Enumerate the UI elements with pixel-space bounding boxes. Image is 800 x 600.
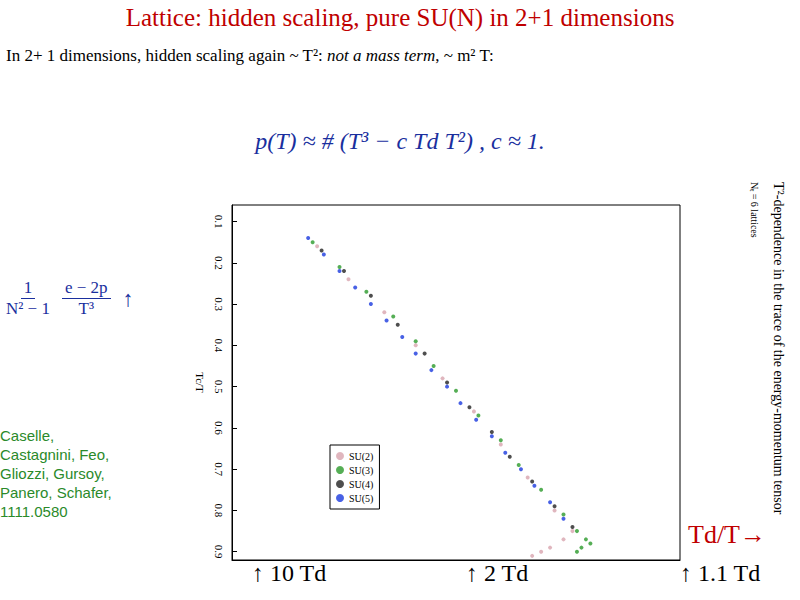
svg-text:0.7: 0.7 bbox=[213, 462, 225, 476]
html-text:T³: T³ bbox=[78, 299, 94, 318]
svg-text:SU(3): SU(3) bbox=[349, 465, 373, 477]
svg-text:SU(5): SU(5) bbox=[349, 493, 373, 505]
svg-text:SU(2): SU(2) bbox=[349, 451, 373, 463]
html-text:Caselle,: Caselle, bbox=[0, 427, 55, 444]
svg-text:0.8: 0.8 bbox=[213, 504, 225, 518]
html-text:e − 2p: e − 2p bbox=[65, 278, 108, 297]
html-text:Nₜ = 6 lattices: Nₜ = 6 lattices bbox=[749, 182, 760, 238]
html-text:Castagnini, Feo,: Castagnini, Feo, bbox=[0, 446, 110, 463]
html-text:↑ 2 Td: ↑ 2 Td bbox=[466, 560, 529, 586]
svg-text:0.6: 0.6 bbox=[213, 421, 225, 435]
svg-text:0.5: 0.5 bbox=[213, 380, 225, 394]
html-text:1: 1 bbox=[23, 278, 33, 297]
html-text:Lattice: hidden scaling, pure: Lattice: hidden scaling, pure SU(N) in 2… bbox=[125, 4, 675, 31]
svg-text:0.3: 0.3 bbox=[213, 297, 225, 311]
html-text:↑ 1.1 Td: ↑ 1.1 Td bbox=[680, 560, 761, 586]
html-text:Panero, Schafer,: Panero, Schafer, bbox=[0, 484, 112, 501]
html-text:1111.0580: 1111.0580 bbox=[0, 503, 68, 520]
svg-text:0.1: 0.1 bbox=[213, 215, 225, 229]
svg-text:Tc/T: Tc/T bbox=[194, 372, 206, 393]
html-text:Td/T→: Td/T→ bbox=[688, 520, 766, 549]
svg-text:0.2: 0.2 bbox=[213, 256, 225, 270]
html-text:Gliozzi, Gursoy,: Gliozzi, Gursoy, bbox=[0, 465, 105, 482]
html-text:In 2+ 1 dimensions, hidden sca: In 2+ 1 dimensions, hidden scaling again… bbox=[6, 46, 494, 65]
html-text:N² − 1: N² − 1 bbox=[6, 299, 50, 318]
svg-text:0.4: 0.4 bbox=[213, 338, 225, 352]
html-text:T²-dependence in the trace of: T²-dependence in the trace of the energy… bbox=[771, 182, 786, 515]
svg-text:SU(4): SU(4) bbox=[349, 479, 373, 491]
html-text:p(T) ≈ # (T³ − c Td T²) , c ≈: p(T) ≈ # (T³ − c Td T²) , c ≈ 1. bbox=[255, 128, 545, 154]
svg-text:0.9: 0.9 bbox=[213, 545, 225, 559]
html-text:↑ 10 Td: ↑ 10 Td bbox=[252, 560, 327, 586]
